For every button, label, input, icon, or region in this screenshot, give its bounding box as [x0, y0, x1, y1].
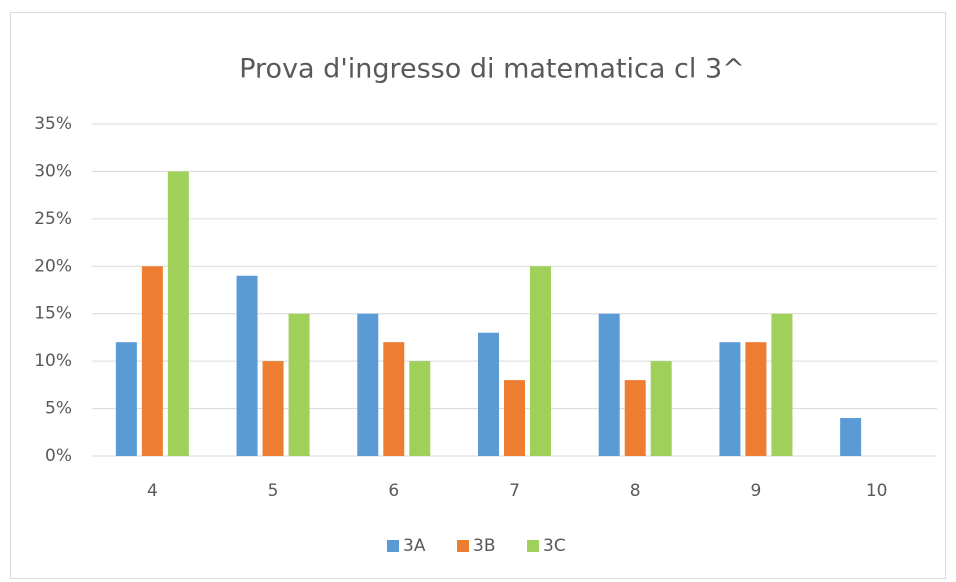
- x-tick-label: 5: [268, 481, 279, 501]
- y-tick-label: 0%: [45, 446, 72, 466]
- bar: [409, 361, 431, 456]
- legend-label: 3C: [543, 536, 566, 556]
- x-tick-label: 9: [751, 481, 762, 501]
- legend-swatch: [527, 540, 539, 552]
- legend-swatch: [457, 540, 469, 552]
- chart-border: [10, 12, 946, 579]
- bar: [504, 380, 525, 456]
- bar: [530, 266, 551, 456]
- bar: [357, 313, 379, 456]
- x-tick-label: 8: [630, 481, 641, 501]
- y-tick-label: 10%: [34, 351, 72, 371]
- bar: [719, 342, 741, 456]
- bar: [262, 361, 284, 456]
- y-tick-label: 30%: [34, 161, 72, 181]
- y-tick-label: 5%: [45, 399, 72, 419]
- bar: [840, 418, 862, 456]
- bar: [650, 361, 672, 456]
- bar: [771, 313, 793, 456]
- bar: [115, 342, 137, 456]
- bar: [598, 313, 620, 456]
- bar: [624, 380, 646, 456]
- y-tick-label: 35%: [34, 114, 72, 134]
- y-tick-label: 20%: [34, 256, 72, 276]
- x-tick-label: 4: [147, 481, 158, 501]
- x-tick-label: 7: [509, 481, 520, 501]
- x-tick-label: 6: [388, 481, 399, 501]
- bar: [288, 313, 310, 456]
- legend-label: 3B: [473, 536, 495, 556]
- bar: [745, 342, 767, 456]
- chart-title: Prova d'ingresso di matematica cl 3^: [239, 54, 745, 85]
- y-tick-label: 15%: [34, 304, 72, 324]
- legend-swatch: [387, 540, 399, 552]
- bar: [478, 332, 499, 456]
- y-tick-label: 25%: [34, 209, 72, 229]
- legend-label: 3A: [403, 536, 426, 556]
- bar: [383, 342, 405, 456]
- bar: [141, 266, 163, 456]
- bar: [236, 275, 258, 456]
- x-tick-label: 10: [866, 481, 888, 501]
- bar: [167, 171, 189, 456]
